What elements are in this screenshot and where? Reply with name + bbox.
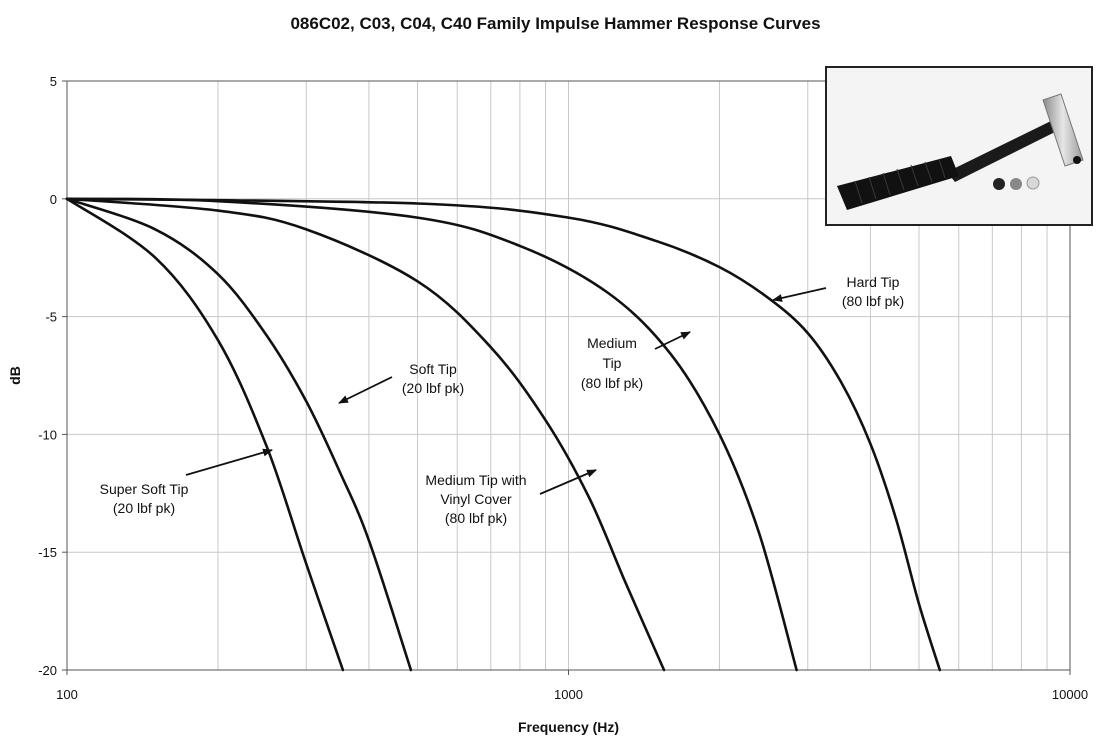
annotation-label: Medium Tip (80 lbf pk) xyxy=(581,335,643,391)
x-tick-label: 10000 xyxy=(1052,687,1088,702)
response-curve xyxy=(65,197,345,672)
annotation-line: Soft Tip xyxy=(409,361,457,377)
annotation-label: Hard Tip (80 lbf pk) xyxy=(842,274,904,309)
annotation-line: Tip xyxy=(603,355,622,371)
annotation-line: Medium xyxy=(587,335,637,351)
annotation-label: Medium Tip with Vinyl Cover (80 lbf pk) xyxy=(425,472,526,526)
response-curve xyxy=(65,197,666,672)
y-tick-label: 5 xyxy=(50,74,57,89)
annotation-arrow xyxy=(338,376,393,404)
x-axis-title: Frequency (Hz) xyxy=(518,719,619,735)
annotation-line: Medium Tip with xyxy=(425,472,526,488)
response-curve xyxy=(65,197,942,672)
annotation-label: Super Soft Tip (20 lbf pk) xyxy=(100,481,189,516)
annotation-line: Vinyl Cover xyxy=(440,491,512,507)
impulse-hammer-icon xyxy=(837,93,1084,210)
chart-title: 086C02, C03, C04, C40 Family Impulse Ham… xyxy=(290,14,821,33)
x-tick-label: 100 xyxy=(56,687,78,702)
y-tick-label: -15 xyxy=(38,545,57,560)
annotation-line: (20 lbf pk) xyxy=(113,500,175,516)
annotation-line: (80 lbf pk) xyxy=(842,293,904,309)
annotation-line: (80 lbf pk) xyxy=(581,375,643,391)
y-tick-label: -20 xyxy=(38,663,57,678)
impulse-hammer-photo xyxy=(825,66,1093,226)
annotation-arrow xyxy=(654,331,691,350)
y-tick-label: 0 xyxy=(50,192,57,207)
y-axis-title: dB xyxy=(7,366,23,385)
annotation-line: (80 lbf pk) xyxy=(445,510,507,526)
y-tick-label: -5 xyxy=(45,310,57,325)
annotation-label: Soft Tip (20 lbf pk) xyxy=(402,361,464,396)
annotation-line: Super Soft Tip xyxy=(100,481,189,497)
annotation-arrow xyxy=(772,287,827,302)
annotation-arrow xyxy=(185,448,273,476)
annotation-line: Hard Tip xyxy=(847,274,900,290)
y-tick-label: -10 xyxy=(38,427,57,442)
x-tick-label: 1000 xyxy=(554,687,583,702)
response-curve xyxy=(65,197,798,672)
annotation-arrow xyxy=(539,469,597,495)
response-curve xyxy=(65,197,413,672)
annotation-line: (20 lbf pk) xyxy=(402,380,464,396)
